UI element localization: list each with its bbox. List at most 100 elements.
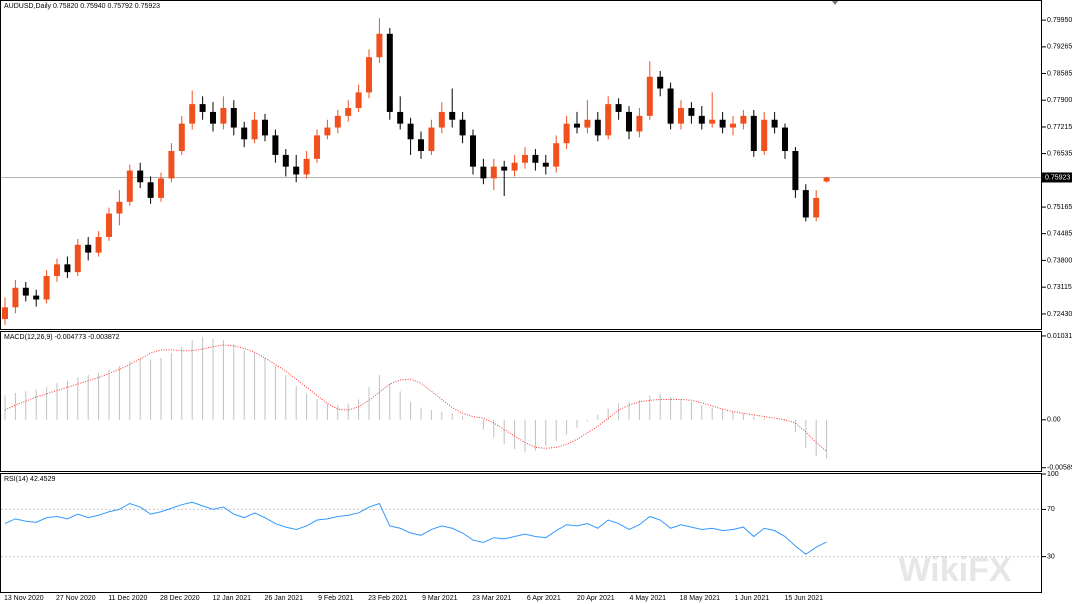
- panel-title: AUDUSD,Daily 0.75820 0.75940 0.75792 0.7…: [4, 3, 160, 10]
- macd-panel: [0, 331, 1042, 472]
- y-tick-label: -0.005897: [1047, 465, 1072, 472]
- candle-body: [584, 119, 591, 128]
- candle-body: [782, 127, 788, 152]
- candle-body: [314, 135, 320, 159]
- y-tick-label: 0.73800: [1047, 257, 1072, 264]
- candle-body: [386, 33, 393, 112]
- candle-body: [470, 135, 476, 167]
- x-tick-label: 11 Dec 2020: [108, 595, 147, 602]
- candle-body: [553, 143, 560, 167]
- candle-body: [147, 182, 154, 198]
- x-tick-label: 12 Jan 2021: [213, 595, 252, 602]
- y-tick-label: 0.73115: [1047, 284, 1072, 291]
- y-tick-label: 100: [1047, 471, 1059, 478]
- candle-body: [251, 119, 258, 140]
- candle-body: [490, 166, 497, 179]
- last-price-box: [1042, 172, 1072, 183]
- candle-body: [761, 119, 768, 152]
- candle-body: [594, 119, 601, 136]
- candle-body: [823, 177, 830, 182]
- candle-body: [33, 295, 40, 300]
- candle-body: [428, 127, 435, 152]
- candle-body: [459, 119, 466, 136]
- y-tick-label: 0.79265: [1047, 44, 1072, 51]
- candle-body: [324, 127, 331, 136]
- watermark: WikiFX: [898, 551, 1011, 589]
- y-tick-label: 0.77900: [1047, 97, 1072, 104]
- rsi-line: [4, 501, 827, 555]
- candle-body: [126, 170, 133, 202]
- candle-body: [730, 123, 736, 128]
- candle-body: [178, 123, 185, 152]
- candle-body: [12, 287, 19, 308]
- candle-body: [615, 104, 622, 112]
- candle-body: [667, 88, 674, 124]
- candle-body: [418, 139, 424, 152]
- candle-body: [501, 166, 508, 171]
- y-tick-label: 70: [1047, 506, 1055, 513]
- candle-body: [574, 123, 580, 128]
- x-tick-label: 27 Nov 2020: [56, 595, 96, 602]
- x-tick-label: 1 Jun 2021: [734, 595, 769, 602]
- x-tick-label: 18 May 2021: [680, 595, 721, 602]
- candle-body: [376, 33, 383, 58]
- candle-body: [106, 213, 112, 237]
- x-tick-label: 4 May 2021: [630, 595, 667, 602]
- candle-body: [636, 115, 643, 132]
- candle-body: [210, 111, 216, 124]
- y-tick-label: 30: [1047, 553, 1055, 560]
- y-tick-label: 0.78585: [1047, 70, 1072, 77]
- candle-body: [750, 115, 757, 152]
- panel-title: RSI(14) 42.4529: [4, 476, 55, 483]
- candle-body: [199, 104, 206, 112]
- candle-body: [345, 108, 352, 116]
- y-tick-label: 0.00: [1047, 417, 1061, 424]
- y-tick-label: 0.76535: [1047, 150, 1072, 157]
- candle-body: [605, 104, 612, 136]
- candle-body: [54, 264, 60, 277]
- candle-body: [116, 201, 123, 214]
- candle-body: [43, 276, 50, 300]
- x-tick-label: 13 Nov 2020: [4, 595, 44, 602]
- candle-body: [532, 154, 539, 163]
- candle-body: [95, 236, 102, 253]
- candle-body: [563, 123, 570, 144]
- candle-body: [397, 111, 404, 124]
- candle-body: [626, 111, 632, 132]
- last-price-label: 0.75923: [1045, 174, 1070, 181]
- x-tick-label: 23 Mar 2021: [472, 595, 511, 602]
- candle-body: [168, 151, 175, 179]
- rsi-panel: [0, 473, 1042, 593]
- candle-body: [189, 104, 196, 124]
- candle-body: [802, 190, 809, 218]
- candle-body: [137, 170, 144, 183]
- candle-body: [64, 264, 71, 273]
- x-tick-label: 20 Apr 2021: [577, 595, 615, 602]
- candle-body: [678, 108, 684, 124]
- candle-body: [22, 287, 29, 296]
- x-tick-label: 6 Apr 2021: [527, 595, 561, 602]
- panel-title: MACD(12,26,9) -0.004773 -0.003872: [4, 334, 120, 341]
- candle-body: [74, 244, 81, 273]
- signal-line: [4, 344, 827, 452]
- candle-body: [740, 115, 747, 124]
- y-tick-label: 0.72430: [1047, 311, 1072, 318]
- candle-body: [449, 111, 456, 120]
- candle-body: [272, 135, 279, 155]
- candle-body: [688, 108, 695, 116]
- x-tick-label: 15 Jun 2021: [785, 595, 824, 602]
- candle-body: [542, 162, 549, 167]
- candle-body: [293, 166, 300, 175]
- y-tick-label: 0.75165: [1047, 204, 1072, 211]
- candle-body: [407, 123, 414, 140]
- candle-body: [303, 158, 310, 175]
- candle-body: [438, 111, 445, 128]
- candle-body: [522, 154, 528, 163]
- y-tick-label: 0.74485: [1047, 230, 1072, 237]
- candle-body: [355, 92, 362, 109]
- candle-body: [282, 154, 289, 167]
- candle-body: [220, 108, 227, 124]
- candle-body: [366, 57, 372, 93]
- candle-body: [158, 178, 164, 198]
